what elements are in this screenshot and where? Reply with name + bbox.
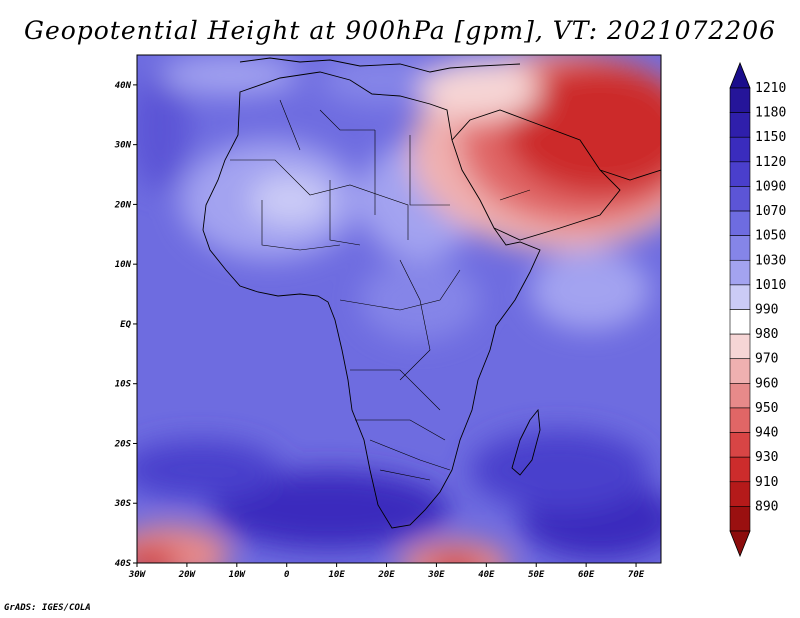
- colorbar-label: 1150: [755, 130, 786, 145]
- lon-tick-label: 50E: [528, 570, 545, 580]
- colorbar-swatch: [729, 112, 751, 138]
- lat-tick-label: 10S: [115, 380, 132, 390]
- colorbar-swatch: [729, 284, 751, 310]
- colorbar-label: 890: [755, 499, 778, 514]
- lon-tick-label: 30E: [427, 570, 445, 580]
- colorbar-swatch: [729, 161, 751, 187]
- colorbar-swatch: [729, 358, 751, 384]
- colorbar-swatch: [729, 186, 751, 212]
- colorbar-label: 1180: [755, 106, 786, 121]
- lon-tick-label: 20E: [377, 570, 395, 580]
- colorbar-swatch: [729, 383, 751, 409]
- colorbar-swatch: [729, 432, 751, 458]
- lat-tick-label: 20N: [114, 200, 132, 210]
- lat-tick-label: 30N: [114, 141, 132, 151]
- colorbar-swatch: [729, 506, 751, 532]
- europe-coastline: [239, 57, 521, 73]
- lon-tick-label: 10W: [229, 570, 247, 580]
- field-contours: [137, 55, 661, 563]
- lat-tick-label: EQ: [120, 320, 131, 330]
- latitude-axis: 40N 30N 20N 10N EQ 10S 20S 30S 40S: [114, 81, 137, 569]
- colorbar-swatch: [729, 136, 751, 163]
- colorbar-swatch: [729, 481, 751, 507]
- madagascar-coastline: [511, 408, 541, 476]
- colorbar-label: 1210: [755, 81, 786, 96]
- coastlines: [202, 57, 661, 529]
- colorbar-label: 940: [755, 426, 778, 441]
- longitude-axis: 30W 20W 10W 0 10E 20E 30E 40E 50E 60E 70E: [128, 563, 645, 580]
- lat-tick-label: 10N: [115, 260, 132, 270]
- colorbar-label: 980: [755, 327, 778, 342]
- lat-tick-label: 40S: [115, 559, 132, 569]
- colorbar-label: 950: [755, 401, 778, 416]
- colorbar-label: 1090: [755, 179, 786, 194]
- colorbar-swatch: [729, 235, 751, 261]
- height-field: [137, 55, 661, 563]
- africa-coastline: [202, 71, 541, 529]
- country-borders: [230, 99, 531, 481]
- colorbar-swatch: [729, 259, 751, 286]
- map-title: Geopotential Height at 900hPa [gpm], VT:…: [23, 16, 777, 45]
- colorbar-swatch: [729, 309, 751, 335]
- colorbar-label: 1010: [755, 278, 786, 293]
- colorbar-label: 1120: [755, 155, 786, 170]
- lon-tick-label: 20W: [178, 570, 197, 580]
- colorbar-label: 960: [755, 376, 778, 391]
- colorbar-label: 1030: [755, 253, 786, 268]
- lat-tick-label: 30S: [114, 499, 132, 509]
- colorbar: 1210 1180 1150 1120 1090 1070 1050 1030 1010 990 9…: [729, 61, 786, 558]
- lat-tick-label: 40N: [115, 81, 132, 91]
- colorbar-swatch: [729, 333, 751, 360]
- colorbar-bottom-arrow: [729, 530, 751, 558]
- lon-tick-label: 40E: [478, 570, 495, 580]
- asia-coastline: [599, 169, 661, 181]
- colorbar-swatch: [729, 456, 751, 483]
- colorbar-label: 990: [755, 303, 778, 318]
- colorbar-label: 930: [755, 450, 778, 465]
- colorbar-swatch: [729, 87, 751, 113]
- plot-frame: [136, 54, 662, 564]
- lon-tick-label: 30W: [128, 570, 147, 580]
- lon-tick-label: 70E: [628, 570, 645, 580]
- grads-credit: GrADS: IGES/COLA: [4, 603, 91, 613]
- lon-tick-label: 60E: [578, 570, 595, 580]
- colorbar-label: 1070: [755, 204, 786, 219]
- colorbar-label: 970: [755, 352, 778, 367]
- lon-tick-label: 0: [284, 570, 290, 580]
- colorbar-top-arrow: [729, 61, 751, 89]
- colorbar-label: 1050: [755, 229, 786, 244]
- colorbar-label: 910: [755, 475, 778, 490]
- colorbar-swatch: [729, 407, 751, 433]
- colorbar-swatch: [729, 210, 751, 236]
- lon-tick-label: 10E: [328, 570, 345, 580]
- lat-tick-label: 20S: [114, 439, 132, 449]
